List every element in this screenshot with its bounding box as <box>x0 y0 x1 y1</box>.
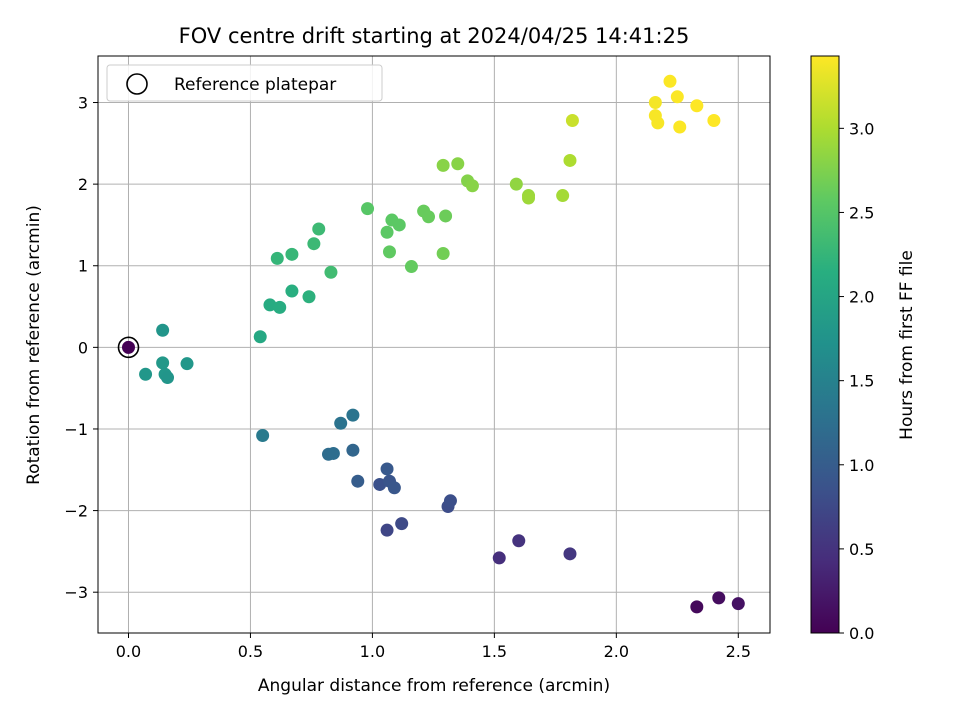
data-point <box>565 113 579 127</box>
y-tick-label: 2 <box>78 175 88 194</box>
data-point <box>392 218 406 232</box>
colorbar-tick-label: 2.0 <box>849 288 874 307</box>
x-ticks: 0.0 0.5 1.0 1.5 2.0 2.5 <box>116 633 751 661</box>
legend: Reference platepar <box>106 64 383 102</box>
data-point <box>121 340 135 354</box>
colorbar-tick-label: 2.5 <box>849 203 874 222</box>
data-point <box>563 153 577 167</box>
plot-frame <box>97 55 771 634</box>
data-point <box>270 251 284 265</box>
colorbar-tick-label: 3.0 <box>849 119 874 138</box>
data-point <box>651 116 665 130</box>
data-point <box>361 202 375 216</box>
legend-marker <box>126 73 148 95</box>
y-tick-label: −1 <box>64 420 88 439</box>
data-point <box>707 113 721 127</box>
y-tick-label: −3 <box>64 583 88 602</box>
colorbar-ticks: 0.0 0.5 1.0 1.5 2.0 2.5 3.0 <box>839 119 874 643</box>
data-point <box>439 209 453 223</box>
y-tick-label: 3 <box>78 94 88 113</box>
data-point <box>253 330 267 344</box>
data-point <box>712 591 726 605</box>
data-point <box>380 462 394 476</box>
colorbar-label: Hours from first FF file <box>897 250 917 440</box>
data-point <box>492 551 506 565</box>
legend-box <box>106 64 383 102</box>
data-point <box>512 534 526 548</box>
data-point <box>436 158 450 172</box>
data-point <box>139 367 153 381</box>
data-point <box>351 474 365 488</box>
data-point <box>465 179 479 193</box>
data-point <box>302 290 316 304</box>
y-ticks: −3 −2 −1 0 1 2 3 <box>64 94 98 602</box>
data-point <box>326 446 340 460</box>
data-point <box>312 222 326 236</box>
y-tick-label: 1 <box>78 257 88 276</box>
y-tick-label: 0 <box>78 338 88 357</box>
data-point <box>334 416 348 430</box>
data-point <box>522 191 536 205</box>
data-point <box>387 481 401 495</box>
data-point <box>285 247 299 261</box>
data-point <box>307 237 321 251</box>
data-point <box>156 323 170 337</box>
data-point <box>285 284 299 298</box>
data-point <box>443 494 457 508</box>
x-axis-label: Angular distance from reference (arcmin) <box>258 676 610 696</box>
data-point <box>451 157 465 171</box>
x-tick-label: 0.0 <box>116 642 141 661</box>
data-point <box>690 99 704 113</box>
colorbar-tick-label: 1.5 <box>849 372 874 391</box>
data-point <box>324 265 338 279</box>
data-point <box>404 260 418 274</box>
y-tick-label: −2 <box>64 502 88 521</box>
data-point <box>156 356 170 370</box>
y-axis-label: Rotation from reference (arcmin) <box>24 205 44 485</box>
reference-marker <box>117 336 140 359</box>
gridlines <box>98 56 770 633</box>
chart-title: FOV centre drift starting at 2024/04/25 … <box>179 24 690 48</box>
data-point <box>256 428 270 442</box>
data-point <box>663 74 677 88</box>
legend-label: Reference platepar <box>174 75 336 95</box>
x-tick-label: 1.5 <box>482 642 507 661</box>
data-point <box>563 547 577 561</box>
colorbar <box>810 55 840 634</box>
x-tick-label: 1.0 <box>360 642 385 661</box>
data-point <box>509 177 523 191</box>
colorbar-tick-label: 0.5 <box>849 540 874 559</box>
x-tick-label: 2.0 <box>604 642 629 661</box>
data-point <box>161 371 175 385</box>
colorbar-tick-label: 0.0 <box>849 624 874 643</box>
data-point <box>556 189 570 203</box>
data-point <box>180 357 194 371</box>
data-point <box>673 120 687 134</box>
data-point <box>263 298 277 312</box>
data-point <box>382 245 396 259</box>
data-point <box>395 517 409 531</box>
scatter-points <box>121 74 745 614</box>
colorbar-tick-label: 1.0 <box>849 456 874 475</box>
data-point <box>273 300 287 314</box>
data-point <box>373 477 387 491</box>
data-point <box>731 597 745 611</box>
data-point <box>648 96 662 110</box>
data-point <box>690 600 704 614</box>
data-point <box>346 408 360 422</box>
x-tick-label: 0.5 <box>238 642 263 661</box>
data-point <box>380 523 394 537</box>
data-point <box>422 210 436 224</box>
data-point <box>380 225 394 239</box>
x-tick-label: 2.5 <box>726 642 751 661</box>
data-point <box>670 90 684 104</box>
data-point <box>346 443 360 457</box>
data-point <box>436 247 450 261</box>
